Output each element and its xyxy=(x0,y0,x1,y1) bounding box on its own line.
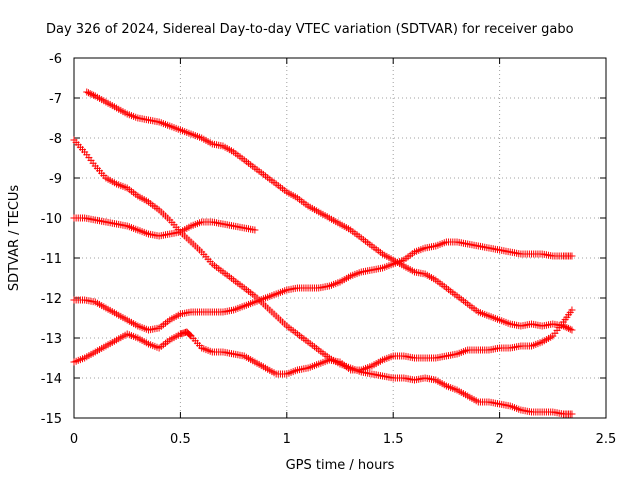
data-point xyxy=(251,226,259,234)
x-tick-label: 2 xyxy=(495,432,503,447)
data-point xyxy=(88,90,96,98)
x-tick-label: 2.5 xyxy=(596,432,617,447)
series-track-3 xyxy=(70,214,259,240)
y-tick-label: -7 xyxy=(49,92,62,107)
y-tick-label: -9 xyxy=(49,172,62,187)
y-tick-label: -13 xyxy=(41,332,62,347)
y-tick-label: -8 xyxy=(49,132,62,147)
x-tick-label: 1.5 xyxy=(383,432,404,447)
data-point xyxy=(186,331,194,339)
series-track-5 xyxy=(70,306,576,378)
data-point xyxy=(84,89,92,97)
x-tick-label: 0.5 xyxy=(170,432,191,447)
axis-ticks: 0 0.5 1 1.5 2 2.5 -6 -7 -8 -9 -10 -11 -12 -13 -14 -15 xyxy=(41,52,617,447)
data-points xyxy=(70,88,576,418)
y-tick-label: -14 xyxy=(41,372,62,387)
grid xyxy=(74,58,606,418)
data-point xyxy=(568,326,576,334)
series-track-2 xyxy=(70,136,576,418)
series-track-4 xyxy=(70,238,576,334)
data-point xyxy=(568,306,576,314)
data-point xyxy=(563,324,571,332)
x-tick-label: 1 xyxy=(283,432,291,447)
y-tick-label: -11 xyxy=(41,252,62,267)
data-point xyxy=(86,90,94,98)
data-point xyxy=(568,410,576,418)
data-point xyxy=(561,323,569,331)
y-tick-label: -12 xyxy=(41,292,62,307)
chart-title: Day 326 of 2024, Sidereal Day-to-day VTE… xyxy=(46,22,574,37)
y-tick-label: -6 xyxy=(49,52,62,67)
plot-frame xyxy=(73,57,607,419)
data-point xyxy=(566,325,574,333)
data-point xyxy=(185,330,193,338)
x-tick-label: 0 xyxy=(70,432,78,447)
y-tick-label: -15 xyxy=(41,412,62,427)
data-point xyxy=(565,324,573,332)
x-axis-title: GPS time / hours xyxy=(286,458,395,473)
series-track-1 xyxy=(83,88,576,334)
y-tick-label: -10 xyxy=(41,212,62,227)
data-point xyxy=(568,252,576,260)
data-point xyxy=(90,91,98,99)
y-axis-title: SDTVAR / TECUs xyxy=(7,185,22,292)
data-point xyxy=(83,88,91,96)
